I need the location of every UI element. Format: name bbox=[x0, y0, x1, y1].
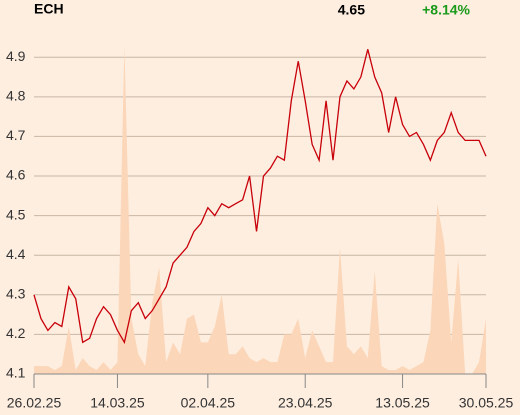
x-tick-label: 23.04.25 bbox=[278, 395, 333, 411]
price-change: +8.14% bbox=[422, 2, 470, 18]
y-tick-label: 4.4 bbox=[6, 246, 26, 262]
y-tick-label: 4.1 bbox=[6, 365, 26, 381]
price-line bbox=[33, 49, 487, 345]
y-tick-label: 4.5 bbox=[6, 206, 26, 222]
last-price: 4.65 bbox=[338, 2, 365, 18]
x-tick-label: 14.03.25 bbox=[90, 395, 145, 411]
x-tick-label: 26.02.25 bbox=[7, 395, 62, 411]
ticker: ECH bbox=[34, 1, 64, 17]
y-tick-label: 4.2 bbox=[6, 325, 26, 341]
y-tick-label: 4.9 bbox=[6, 48, 26, 64]
y-tick-label: 4.3 bbox=[6, 286, 26, 302]
y-tick-label: 4.8 bbox=[6, 88, 26, 104]
volume-area bbox=[34, 45, 486, 374]
y-tick-label: 4.6 bbox=[6, 167, 26, 183]
x-tick-label: 30.05.25 bbox=[459, 395, 514, 411]
x-tick-label: 13.05.25 bbox=[375, 395, 430, 411]
x-tick-label: 02.04.25 bbox=[181, 395, 236, 411]
y-tick-label: 4.7 bbox=[6, 127, 26, 143]
